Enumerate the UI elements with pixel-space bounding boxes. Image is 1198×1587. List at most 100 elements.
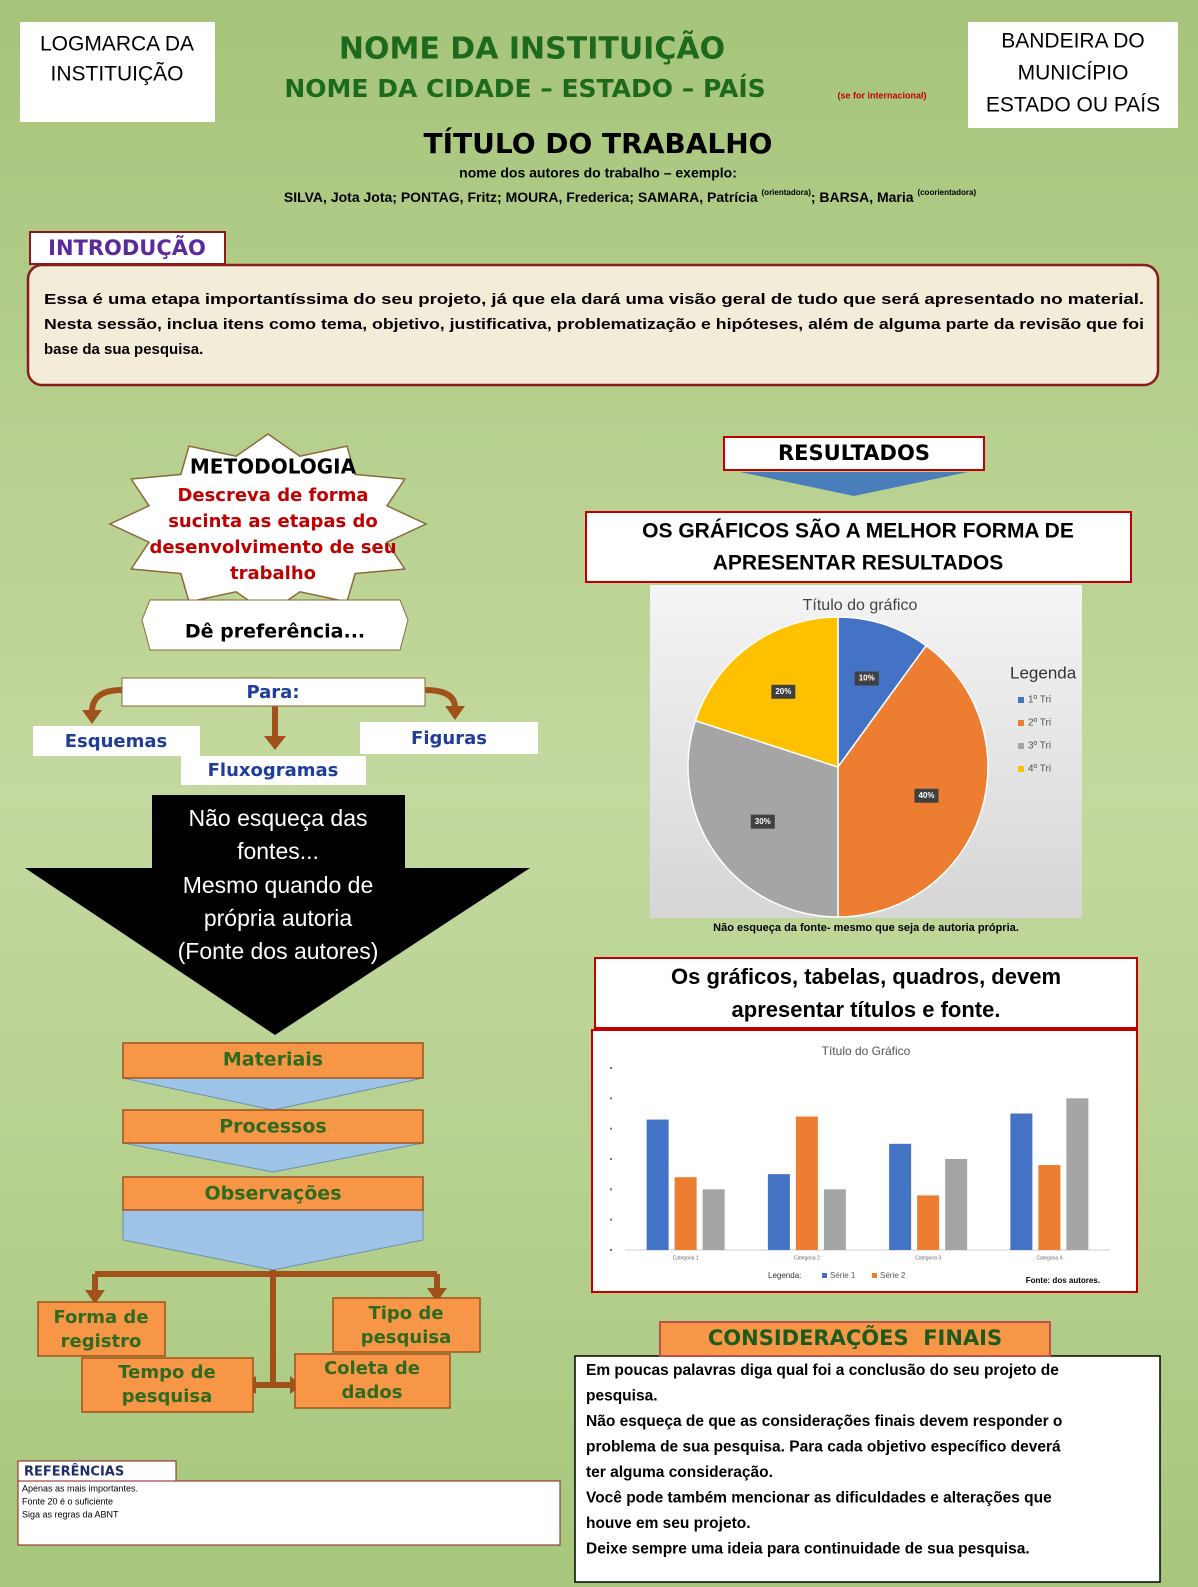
item: Coleta de bbox=[324, 1358, 420, 1379]
legend-swatch bbox=[1018, 720, 1024, 726]
legend-label: 1º Tri bbox=[1028, 695, 1051, 706]
pie-label: 10% bbox=[859, 674, 875, 683]
pie-label-bg bbox=[771, 684, 796, 699]
bar bbox=[917, 1195, 940, 1250]
logo-text: LOGMARCA DA bbox=[40, 33, 194, 56]
authors-text: SILVA, Jota Jota; PONTAG, Fritz; MOURA, … bbox=[284, 189, 762, 205]
logo-text: INSTITUIÇÃO bbox=[50, 62, 183, 86]
flowcharts-box bbox=[181, 756, 366, 785]
intro-heading: INTRODUÇÃO bbox=[48, 235, 206, 260]
pie-slice bbox=[694, 616, 839, 769]
x-tick-label: Categoria 2 bbox=[794, 1255, 820, 1261]
references-heading: REFERÊNCIAS bbox=[24, 1464, 124, 1480]
x-tick-label: Categoria 1 bbox=[673, 1255, 699, 1261]
flag-text: ESTADO OU PAÍS bbox=[986, 94, 1160, 117]
legend-label: Série 2 bbox=[880, 1271, 906, 1280]
intro-text: Nesta sessão, inclua itens como tema, ob… bbox=[44, 316, 1144, 333]
institution: NOME DA INSTITUIÇÃO bbox=[339, 30, 725, 67]
caption-box bbox=[594, 957, 1138, 1029]
sources-arrow bbox=[25, 795, 530, 1035]
sources-text: (Fonte dos autores) bbox=[178, 938, 379, 964]
pie-slice bbox=[837, 616, 928, 770]
pie-label: 30% bbox=[755, 817, 771, 826]
bar bbox=[674, 1177, 697, 1250]
legend-swatch bbox=[1018, 697, 1024, 703]
conclusion-line: ter alguma consideração. bbox=[586, 1464, 773, 1481]
intro-text: Essa é uma etapa importantíssima do seu … bbox=[44, 291, 1144, 308]
method-description: Descreva de forma bbox=[177, 485, 368, 506]
conclusion-line: pesquisa. bbox=[586, 1388, 658, 1405]
pie-label: 40% bbox=[918, 791, 934, 800]
item: Tipo de bbox=[368, 1303, 443, 1324]
pie-slice bbox=[837, 644, 989, 918]
authors-label: nome dos autores do trabalho – exemplo: bbox=[459, 165, 737, 181]
schemes: Esquemas bbox=[65, 731, 168, 752]
flag-text: BANDEIRA DO bbox=[1001, 30, 1145, 53]
bar bbox=[1010, 1113, 1033, 1250]
legend-swatch bbox=[1018, 743, 1024, 749]
conclusion-line: Você pode também mencionar as dificuldad… bbox=[586, 1490, 1052, 1507]
for-box bbox=[121, 677, 426, 707]
legend-title: Legenda: bbox=[768, 1271, 801, 1280]
bar bbox=[1038, 1165, 1061, 1250]
bar bbox=[795, 1116, 818, 1250]
results-arrow bbox=[740, 472, 968, 496]
sources-text: própria autoria bbox=[204, 905, 353, 931]
method-description: sucinta as etapas do bbox=[168, 511, 378, 532]
legend-label: 4º Tri bbox=[1028, 764, 1051, 775]
conclusion-line: houve em seu projeto. bbox=[586, 1515, 751, 1532]
city-note: (se for internacional) bbox=[837, 90, 926, 100]
schemes-box bbox=[33, 726, 200, 756]
intro-text: base da sua pesquisa. bbox=[44, 341, 203, 358]
authors-role: (coorientadora) bbox=[917, 188, 976, 197]
conclusion-line: Não esqueça de que as considerações fina… bbox=[586, 1413, 1062, 1430]
item: dados bbox=[342, 1382, 403, 1403]
legend-label: 3º Tri bbox=[1028, 741, 1051, 752]
step: Processos bbox=[219, 1116, 326, 1138]
flowcharts: Fluxogramas bbox=[208, 760, 339, 781]
conclusion-text: Em poucas palavras diga qual foi a concl… bbox=[586, 1362, 1062, 1558]
intro-box bbox=[26, 263, 1160, 387]
legend-swatch bbox=[822, 1273, 827, 1278]
method-heading: METODOLOGIA bbox=[190, 455, 357, 479]
method-description: desenvolvimento de seu bbox=[149, 537, 396, 558]
step-boxes bbox=[122, 1042, 424, 1211]
pie-note: Não esqueça da fonte- mesmo que seja de … bbox=[713, 922, 1019, 934]
title: TÍTULO DO TRABALHO bbox=[424, 126, 773, 160]
results-heading-box bbox=[723, 436, 985, 471]
sources-text: Não esqueça das bbox=[188, 805, 367, 831]
references-box bbox=[17, 1480, 561, 1546]
item: pesquisa bbox=[361, 1327, 452, 1348]
item: Forma de bbox=[53, 1307, 148, 1328]
pie-label-bg bbox=[914, 788, 939, 803]
step: Materiais bbox=[223, 1049, 323, 1071]
flag-box bbox=[968, 22, 1178, 128]
conclusion-heading-box bbox=[659, 1321, 1051, 1357]
pie-title: Título do gráfico bbox=[803, 597, 918, 614]
sources-text: fontes... bbox=[237, 838, 319, 864]
results-heading: RESULTADOS bbox=[778, 441, 930, 465]
results-subtitle: OS GRÁFICOS SÃO A MELHOR FORMA DE bbox=[642, 520, 1074, 543]
pie-label-bg bbox=[750, 814, 775, 829]
authors-text: ; BARSA, Maria bbox=[811, 189, 918, 205]
city: NOME DA CIDADE – ESTADO – PAÍS bbox=[284, 74, 765, 103]
item: registro bbox=[61, 1331, 142, 1352]
bar bbox=[1066, 1098, 1089, 1250]
authors-role: (orientadora) bbox=[762, 188, 812, 197]
conclusion-box bbox=[574, 1355, 1161, 1583]
authors: SILVA, Jota Jota; PONTAG, Fritz; MOURA, … bbox=[284, 188, 977, 205]
method-description: trabalho bbox=[230, 563, 316, 584]
preference-box bbox=[141, 599, 409, 651]
bar bbox=[823, 1189, 846, 1250]
item: Tempo de bbox=[118, 1362, 215, 1383]
bar bbox=[646, 1119, 669, 1250]
figures-box bbox=[360, 722, 538, 754]
references-text: Siga as regras da ABNT bbox=[22, 1509, 119, 1519]
branch-arrows bbox=[89, 687, 458, 740]
intro-heading-box bbox=[29, 231, 226, 265]
pie-chart: Título do gráfico 10% 40% 30% 20% Legenda 1º T… bbox=[687, 597, 1077, 918]
logo-box bbox=[20, 22, 215, 122]
caption: Os gráficos, tabelas, quadros, devem bbox=[671, 964, 1061, 989]
flag-text: MUNICÍPIO bbox=[1018, 62, 1129, 85]
